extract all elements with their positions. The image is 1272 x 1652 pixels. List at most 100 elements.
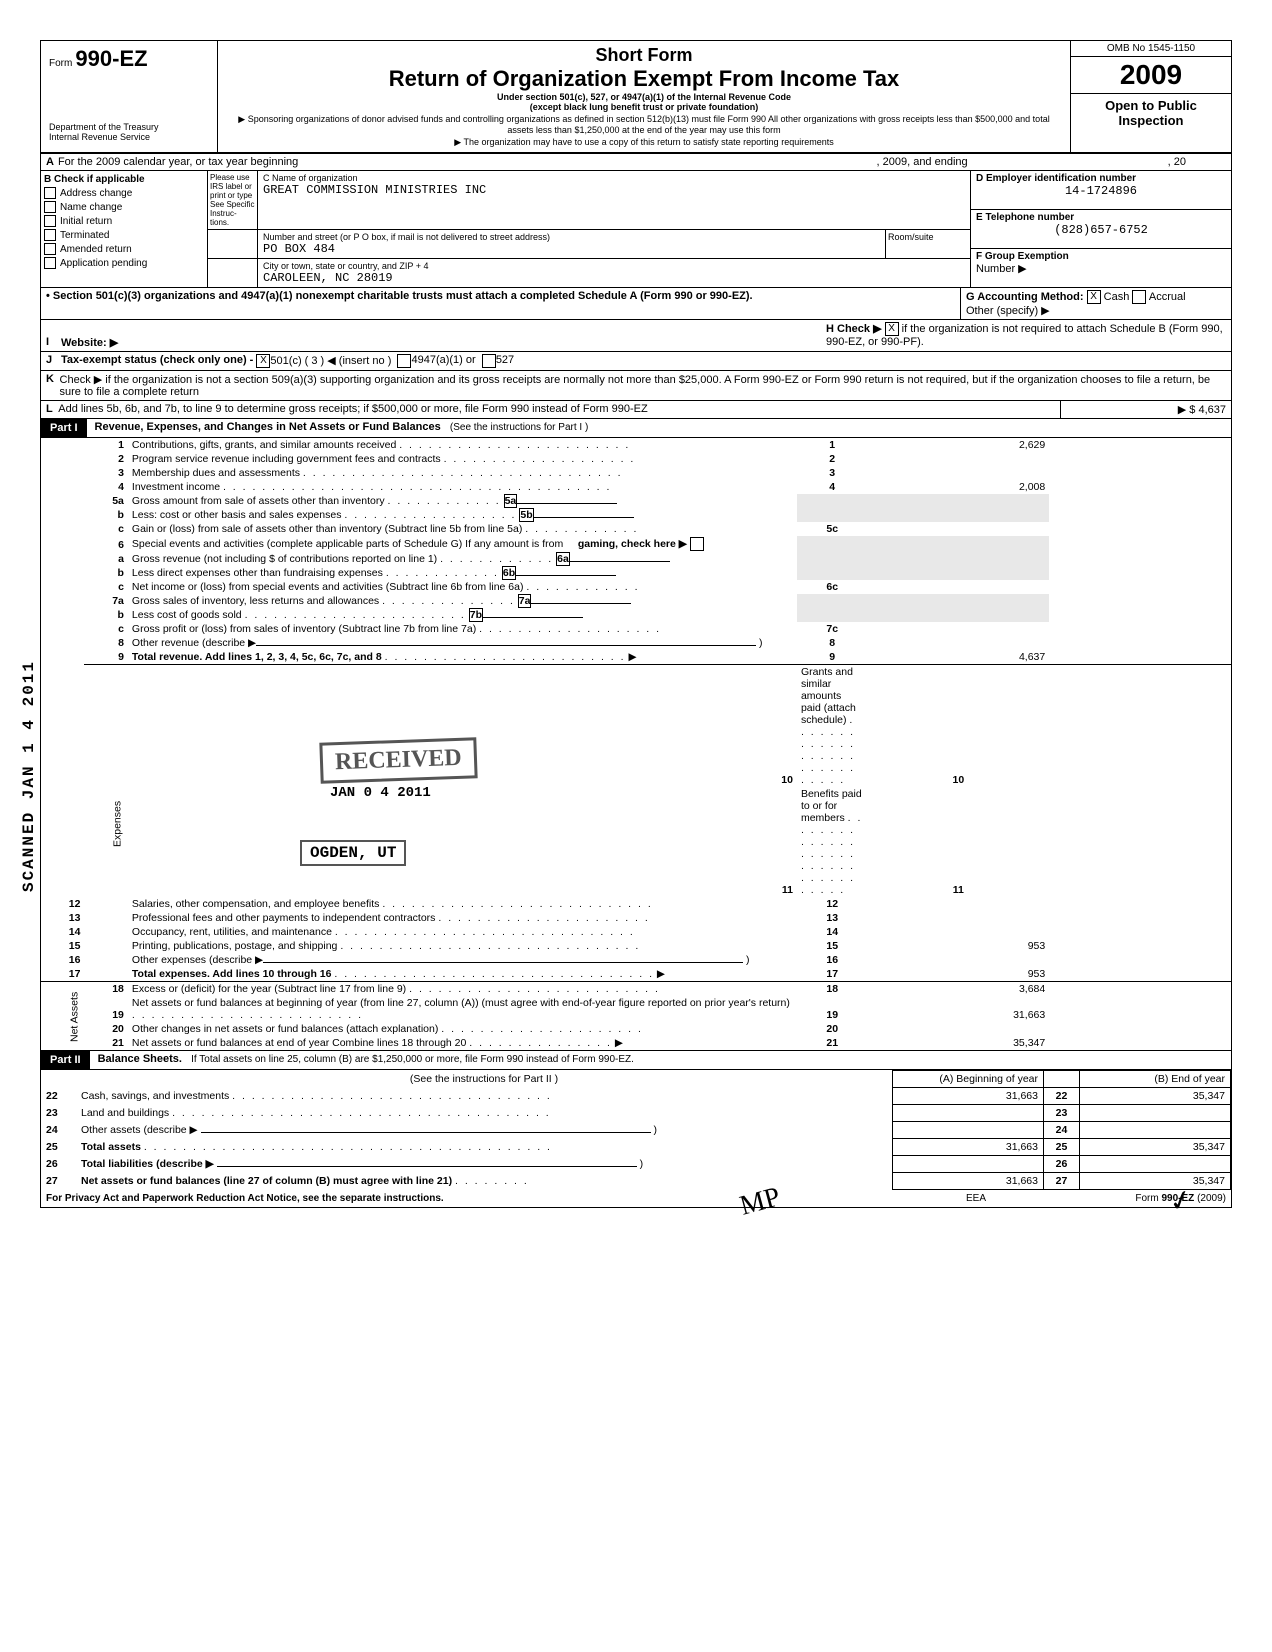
l-text: Add lines 5b, 6b, and 7b, to line 9 to d… [58, 403, 647, 415]
form-header: Form 990-EZ Department of the Treasury I… [41, 41, 1231, 154]
line13-desc: Professional fees and other payments to … [132, 912, 436, 924]
side-expenses: Expenses [84, 665, 127, 982]
line6-desc: Special events and activities (complete … [132, 538, 563, 550]
form-990ez: Form 990-EZ Department of the Treasury I… [40, 40, 1232, 1208]
k-label: K [46, 373, 60, 398]
line9-amt: 4,637 [867, 650, 1049, 665]
k-text: Check ▶ if the organization is not a sec… [60, 373, 1226, 398]
g-label: G Accounting Method: [966, 291, 1084, 303]
l-amount: ▶ $ 4,637 [1060, 401, 1231, 418]
p2-22-b: 35,347 [1080, 1088, 1231, 1105]
line7b-desc: Less cost of goods sold [132, 609, 242, 621]
p2-25-b: 35,347 [1080, 1139, 1231, 1156]
dept-treasury: Department of the Treasury [49, 122, 209, 132]
side-revenue [41, 438, 84, 897]
p2-27-a: 31,663 [893, 1173, 1044, 1190]
row-a-end: , 20 [1168, 156, 1186, 168]
copy-line: ▶ The organization may have to use a cop… [228, 137, 1060, 148]
part1-sub: (See the instructions for Part I ) [450, 422, 588, 433]
checkbox-cash[interactable]: X [1087, 290, 1101, 304]
checkbox-amended[interactable] [44, 243, 56, 255]
line21-desc: Net assets or fund balances at end of ye… [132, 1037, 466, 1049]
checkbox-h[interactable]: X [885, 322, 899, 336]
line5c-amt [867, 522, 1049, 536]
checkbox-4947[interactable] [397, 354, 411, 368]
side-net-assets: Net Assets [41, 982, 84, 1051]
line6b-desc: Less direct expenses other than fundrais… [132, 567, 383, 579]
row-l: L Add lines 5b, 6b, and 7b, to line 9 to… [41, 401, 1231, 419]
eea: EEA [926, 1193, 1026, 1204]
line17-desc: Total expenses. Add lines 10 through 16 [132, 968, 332, 980]
part1-label: Part I [41, 419, 87, 437]
line1-desc: Contributions, gifts, grants, and simila… [132, 439, 396, 451]
p2-23-a [893, 1105, 1044, 1122]
group-exempt-label: F Group Exemption [976, 251, 1226, 262]
l-label: L [46, 403, 53, 415]
j-4947: 4947(a)(1) or [411, 354, 475, 368]
checkbox-gaming[interactable] [690, 537, 704, 551]
p2-24-a [893, 1122, 1044, 1139]
line11-amt [1049, 787, 1231, 897]
p2-22-desc: Cash, savings, and investments [81, 1090, 229, 1102]
p2-24-b [1080, 1122, 1231, 1139]
p2-27-desc: Net assets or fund balances (line 27 of … [81, 1175, 452, 1187]
line9-desc: Total revenue. Add lines 1, 2, 3, 4, 5c,… [132, 651, 382, 663]
checkbox-pending[interactable] [44, 257, 56, 269]
checkbox-initial-return[interactable] [44, 215, 56, 227]
line10-desc: Grants and similar amounts paid (attach … [801, 666, 856, 726]
checkbox-address-change[interactable] [44, 187, 56, 199]
p2-27-b: 35,347 [1080, 1173, 1231, 1190]
row-a-mid: , 2009, and ending [877, 156, 968, 168]
room-suite: Room/suite [885, 230, 970, 258]
line20-amt [867, 1022, 1049, 1036]
col-c: Please use IRS label or print or type Se… [208, 171, 970, 287]
line6c-desc: Net income or (loss) from special events… [132, 581, 524, 593]
checkbox-terminated[interactable] [44, 229, 56, 241]
line19-desc: Net assets or fund balances at beginning… [132, 997, 790, 1009]
h-label: H Check ▶ [826, 323, 882, 335]
form-number: 990-EZ [75, 46, 147, 71]
p2-23-b [1080, 1105, 1231, 1122]
footer-row: For Privacy Act and Paperwork Reduction … [41, 1190, 1231, 1207]
line16-amt [867, 953, 1049, 967]
checkbox-name-change[interactable] [44, 201, 56, 213]
phone-value: (828)657-6752 [976, 223, 1226, 237]
p2-25-a: 31,663 [893, 1139, 1044, 1156]
checkbox-501c[interactable]: X [256, 354, 270, 368]
phone-label: E Telephone number [976, 212, 1226, 223]
subtitle2: (except black lung benefit trust or priv… [228, 102, 1060, 112]
form-prefix: Form [49, 58, 72, 69]
g-other: Other (specify) ▶ [966, 304, 1226, 317]
ein-label: D Employer identification number [976, 173, 1226, 184]
checkbox-accrual[interactable] [1132, 290, 1146, 304]
form-footer: Form 990-EZ (2009) [1026, 1193, 1226, 1204]
line20-desc: Other changes in net assets or fund bala… [132, 1023, 438, 1035]
irs-line: Internal Revenue Service [49, 132, 209, 142]
part2-colB-header: (B) End of year [1080, 1071, 1231, 1088]
label-address-change: Address change [60, 188, 132, 199]
line19-amt: 31,663 [867, 996, 1049, 1022]
label-name-change: Name change [60, 202, 122, 213]
line6a-desc: Gross revenue (not including $ of contri… [132, 553, 437, 565]
line18-desc: Excess or (deficit) for the year (Subtra… [132, 983, 406, 995]
part2-label: Part II [41, 1051, 90, 1069]
org-address: PO BOX 484 [263, 242, 880, 256]
row-a-label: A [46, 156, 54, 168]
checkbox-527[interactable] [482, 354, 496, 368]
j-text: Tax-exempt status (check only one) - [61, 354, 253, 368]
bullet-501c3-row: • Section 501(c)(3) organizations and 49… [41, 288, 1231, 320]
line8-amt [867, 636, 1049, 650]
form-number-box: Form 990-EZ Department of the Treasury I… [41, 41, 218, 152]
line1-amt: 2,629 [867, 438, 1049, 452]
line3-amt [867, 466, 1049, 480]
part2-title: Balance Sheets. [98, 1053, 182, 1065]
row-k: K Check ▶ if the organization is not a s… [41, 371, 1231, 401]
line10-amt [1049, 665, 1231, 788]
city-label: City or town, state or country, and ZIP … [263, 261, 965, 271]
row-a-text: For the 2009 calendar year, or tax year … [58, 156, 298, 168]
line18-amt: 3,684 [867, 982, 1049, 997]
stamp-ogden: OGDEN, UT [300, 840, 406, 866]
label-amended: Amended return [60, 244, 132, 255]
bullet-501c3: • Section 501(c)(3) organizations and 49… [41, 288, 960, 319]
part2-instr: (See the instructions for Part II ) [76, 1071, 893, 1088]
